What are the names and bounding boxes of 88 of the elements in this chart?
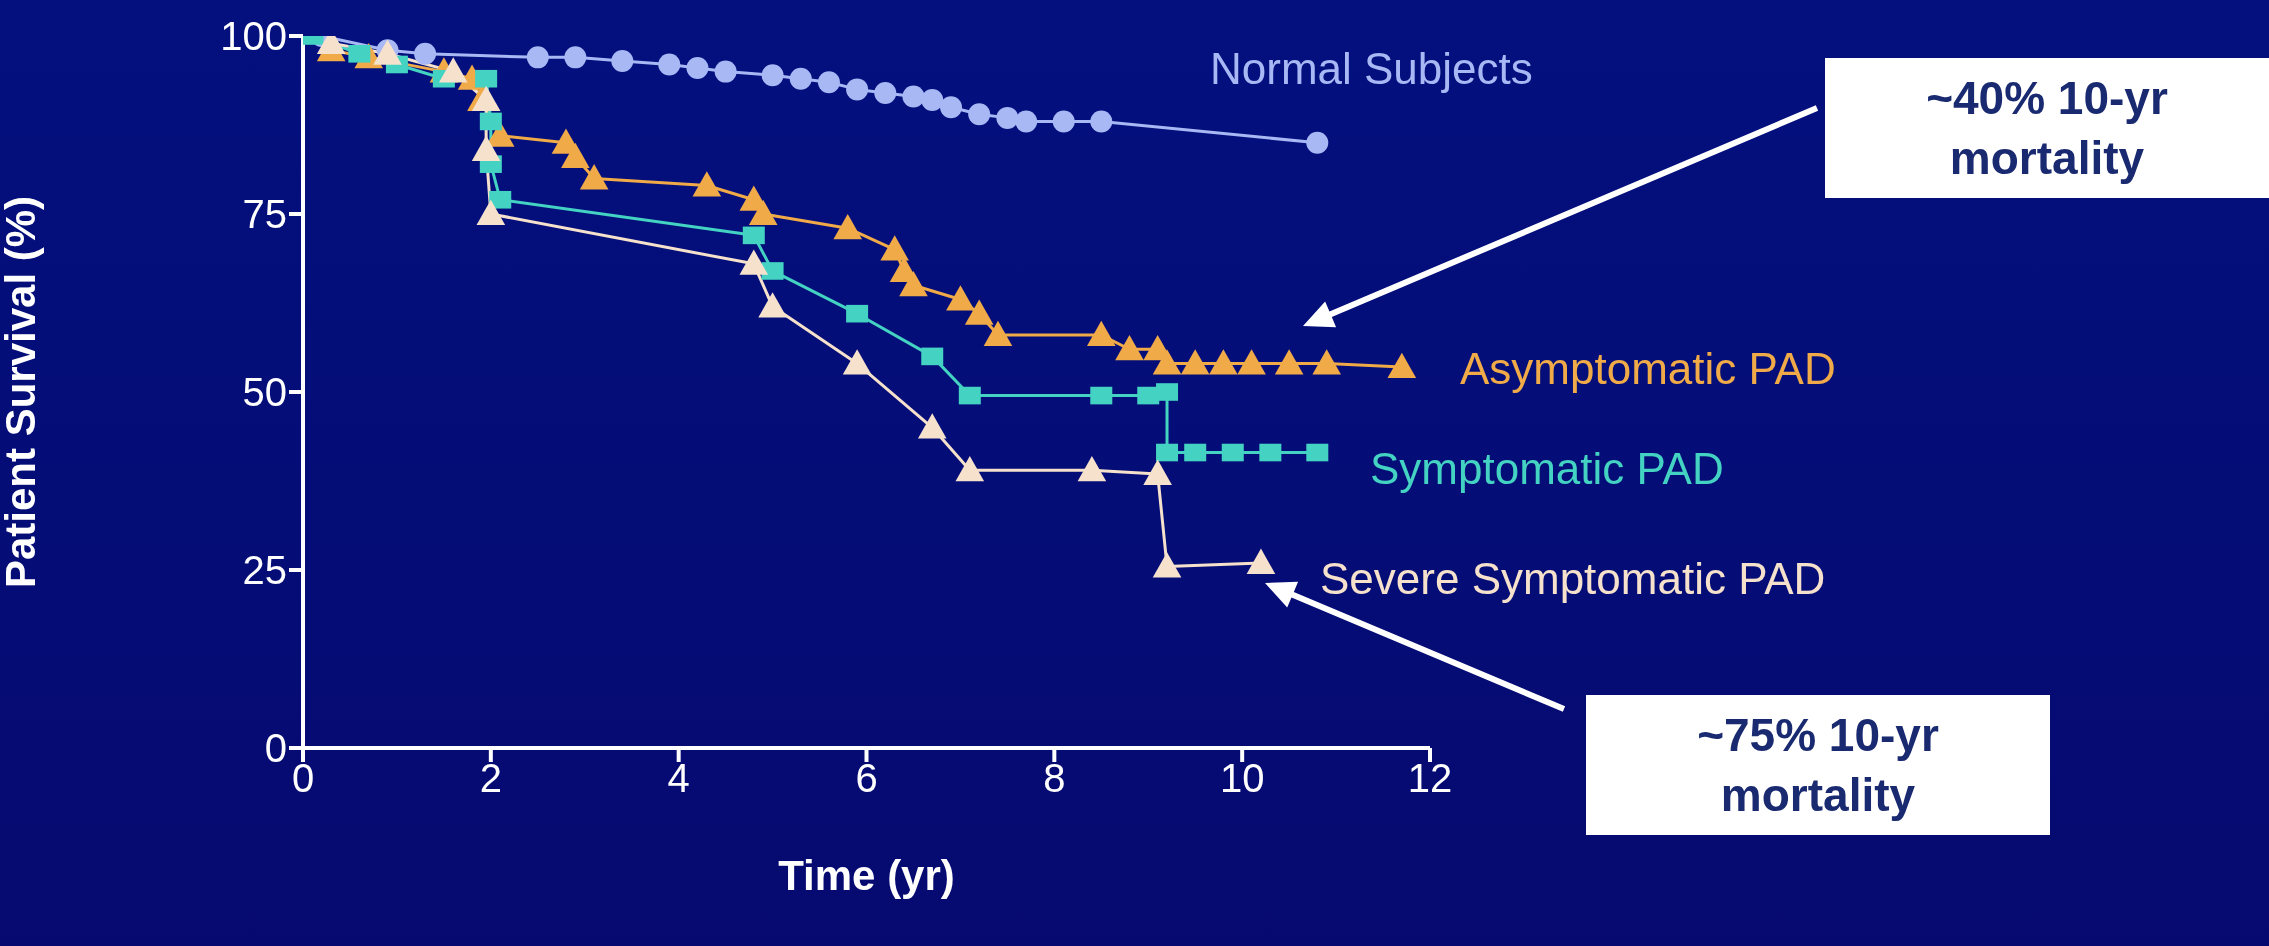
point bbox=[958, 386, 981, 405]
point bbox=[692, 171, 722, 197]
point bbox=[1387, 352, 1417, 379]
series-label: Severe Symptomatic PAD bbox=[1320, 553, 1826, 603]
point bbox=[1259, 443, 1282, 462]
text: ~40% 10-yr mortality bbox=[1825, 58, 2269, 198]
x-tick-label: 4 bbox=[667, 756, 690, 801]
point bbox=[479, 112, 502, 131]
point bbox=[1152, 552, 1182, 578]
point bbox=[489, 190, 512, 209]
x-tick-label: 6 bbox=[855, 756, 878, 801]
point bbox=[1246, 548, 1276, 574]
point bbox=[940, 96, 963, 119]
point bbox=[438, 57, 468, 83]
x-tick-label: 0 bbox=[291, 756, 315, 801]
x-tick-label: 12 bbox=[1407, 756, 1453, 801]
point bbox=[964, 299, 994, 325]
point bbox=[414, 42, 437, 65]
point bbox=[1086, 320, 1116, 347]
point bbox=[714, 60, 737, 83]
point bbox=[1180, 349, 1210, 375]
point bbox=[564, 46, 587, 69]
point bbox=[526, 46, 549, 69]
point bbox=[921, 347, 944, 366]
point bbox=[917, 413, 947, 439]
point bbox=[789, 67, 812, 90]
x-tick-label: 10 bbox=[1219, 756, 1265, 801]
point bbox=[1209, 349, 1238, 375]
point bbox=[1312, 349, 1341, 375]
point bbox=[1143, 459, 1172, 485]
point bbox=[1152, 349, 1182, 375]
point bbox=[475, 69, 498, 88]
point bbox=[1052, 110, 1075, 133]
point bbox=[561, 142, 590, 169]
point bbox=[739, 249, 769, 275]
point bbox=[874, 81, 897, 104]
point bbox=[611, 49, 634, 72]
y-tick-label: 25 bbox=[242, 548, 287, 593]
y-tick-label: 50 bbox=[242, 370, 287, 415]
series-label: Symptomatic PAD bbox=[1370, 443, 1724, 493]
point bbox=[1184, 443, 1207, 462]
series-label: Asymptomatic PAD bbox=[1460, 343, 1836, 393]
y-axis-title: Patient Survival (%) bbox=[0, 195, 44, 589]
point bbox=[1237, 349, 1266, 375]
point bbox=[758, 292, 787, 318]
series-label: Normal Subjects bbox=[1210, 43, 1533, 93]
point bbox=[1156, 443, 1179, 462]
point bbox=[846, 78, 869, 101]
point bbox=[1090, 386, 1113, 405]
point bbox=[996, 106, 1019, 129]
point bbox=[686, 57, 709, 80]
point bbox=[748, 199, 778, 225]
point bbox=[1306, 131, 1329, 154]
point bbox=[1077, 456, 1107, 482]
x-axis-title: Time (yr) bbox=[778, 852, 955, 899]
point bbox=[1156, 383, 1179, 401]
point bbox=[902, 85, 925, 108]
y-tick-label: 0 bbox=[264, 726, 287, 771]
point bbox=[842, 349, 872, 375]
point bbox=[742, 226, 765, 245]
point bbox=[579, 164, 609, 190]
x-tick-label: 2 bbox=[479, 756, 502, 801]
x-tick-label: 8 bbox=[1043, 756, 1066, 801]
y-tick-label: 100 bbox=[220, 14, 287, 59]
point bbox=[1306, 443, 1329, 462]
point bbox=[955, 456, 985, 482]
point bbox=[476, 199, 506, 225]
point bbox=[899, 270, 928, 297]
point bbox=[817, 71, 840, 94]
point bbox=[1274, 349, 1304, 375]
point bbox=[833, 213, 863, 240]
point bbox=[968, 103, 991, 126]
point bbox=[1090, 110, 1113, 133]
point bbox=[1115, 334, 1144, 361]
point bbox=[1015, 110, 1038, 133]
point bbox=[921, 89, 944, 112]
point bbox=[471, 135, 501, 161]
point bbox=[761, 262, 784, 280]
point bbox=[880, 235, 909, 261]
y-tick-label: 75 bbox=[242, 192, 287, 237]
point bbox=[761, 64, 784, 87]
text: ~75% 10-yr mortality bbox=[1586, 695, 2050, 835]
point bbox=[471, 85, 501, 112]
point bbox=[1221, 443, 1244, 462]
point bbox=[846, 304, 869, 323]
point bbox=[946, 285, 975, 311]
point bbox=[658, 53, 681, 76]
point bbox=[983, 320, 1013, 347]
